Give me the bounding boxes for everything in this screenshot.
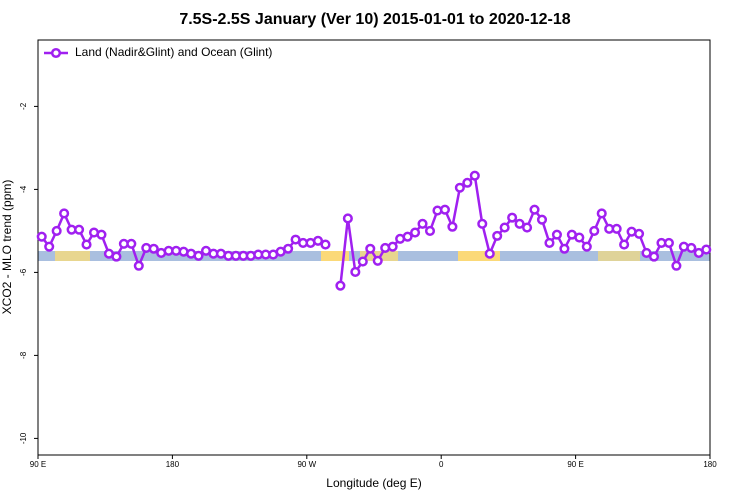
data-point: [641, 247, 652, 258]
data-point: [529, 204, 540, 215]
data-point: [312, 235, 324, 246]
data-point: [193, 250, 204, 261]
data-point: [387, 241, 398, 252]
data-point: [514, 218, 525, 229]
x-tick-label: 0: [439, 460, 444, 469]
data-point: [51, 225, 62, 236]
data-point: [596, 208, 607, 219]
data-point: [686, 242, 697, 253]
data-point: [611, 223, 622, 234]
data-point: [544, 237, 555, 248]
y-tick-label: -4: [19, 185, 28, 193]
data-point: [372, 255, 383, 266]
data-point: [522, 222, 533, 233]
x-tick-label: 90 E: [567, 460, 583, 469]
data-point: [462, 177, 473, 188]
x-tick-label: 90 W: [297, 460, 316, 469]
data-point: [551, 229, 562, 240]
y-tick-label: -8: [19, 351, 28, 359]
y-tick-label: -6: [19, 268, 28, 276]
x-axis-label: Longitude (deg E): [326, 476, 421, 490]
land-patch: [55, 251, 90, 261]
data-point: [484, 248, 495, 259]
data-point: [439, 204, 450, 215]
data-point: [559, 243, 570, 254]
data-point: [634, 228, 645, 239]
data-point: [283, 243, 294, 254]
x-tick-label: 180: [703, 460, 717, 469]
data-point: [365, 243, 376, 254]
data-point: [574, 232, 585, 243]
data-point: [320, 239, 331, 250]
data-point: [536, 214, 548, 225]
legend-marker: [50, 47, 62, 59]
data-point: [148, 243, 159, 254]
data-point: [74, 224, 85, 235]
data-point: [507, 212, 518, 223]
data-point: [111, 251, 122, 262]
data-point: [36, 231, 47, 242]
land-patch: [458, 251, 500, 261]
land-patch: [321, 251, 349, 261]
data-point: [357, 256, 368, 267]
data-point: [648, 251, 660, 262]
data-point: [619, 239, 630, 250]
data-point: [663, 237, 674, 248]
data-point: [424, 225, 436, 236]
data-point: [335, 280, 346, 291]
data-point: [477, 218, 488, 229]
data-point: [342, 213, 353, 224]
data-point: [671, 260, 682, 271]
data-point: [402, 231, 413, 242]
chart-title: 7.5S-2.5S January (Ver 10) 2015-01-01 to…: [179, 11, 570, 28]
y-tick-label: -10: [19, 432, 28, 444]
data-point: [44, 241, 55, 252]
data-point: [447, 221, 458, 232]
data-point: [589, 225, 600, 236]
legend-label: Land (Nadir&Glint) and Ocean (Glint): [75, 45, 272, 59]
data-point: [59, 208, 70, 219]
data-point: [350, 266, 361, 278]
y-axis-label: XCO2 - MLO trend (ppm): [0, 180, 14, 315]
data-point: [469, 170, 480, 181]
land-patch: [598, 251, 640, 261]
x-tick-label: 180: [166, 460, 180, 469]
data-point: [96, 229, 107, 240]
data-point: [492, 230, 503, 241]
data-point: [581, 241, 592, 252]
data-point: [417, 218, 428, 229]
x-tick-label: 90 E: [30, 460, 46, 469]
data-point: [410, 227, 421, 238]
y-tick-label: -2: [19, 102, 28, 110]
data-point: [133, 260, 144, 271]
data-point: [499, 222, 510, 233]
data-point: [701, 244, 712, 255]
data-point: [454, 182, 465, 193]
data-point: [126, 238, 137, 249]
data-point: [81, 239, 92, 250]
